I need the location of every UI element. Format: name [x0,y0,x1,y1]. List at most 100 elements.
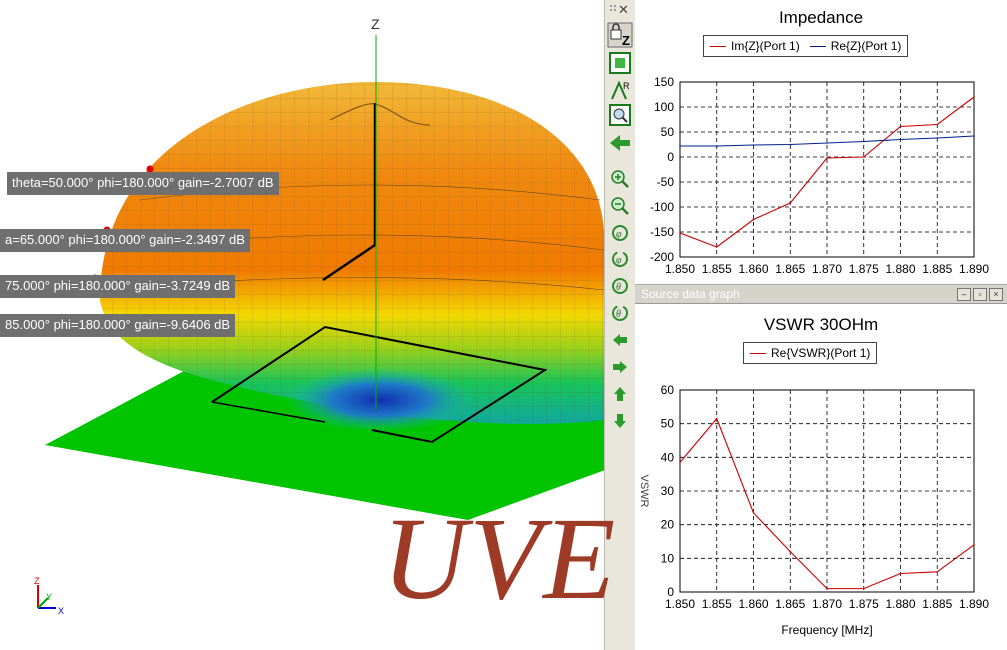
vswr-title: VSWR 30OHm [763,315,879,334]
x-tick-label: 1.850 [665,597,695,611]
probe-label: 75.000° phi=180.000° gain=-3.7249 dB [0,275,236,298]
data-point [973,96,975,98]
y-tick-label: -200 [650,250,674,264]
y-axis-label: VSWR [638,475,650,508]
y-tick-label: 60 [661,383,675,397]
x-tick-label: 1.865 [775,262,805,276]
y-tick-label: 30 [661,484,675,498]
rotate-phi-ccw-icon[interactable]: φ [607,246,633,272]
pan-down-icon[interactable] [607,408,633,434]
close-window-icon[interactable]: × [989,288,1003,301]
x-tick-label: 1.880 [885,597,915,611]
y-tick-label: 0 [667,585,674,599]
rotate-phi-cw-icon[interactable]: φ [607,220,633,246]
x-tick-label: 1.875 [849,597,879,611]
y-tick-label: 150 [654,75,674,89]
x-tick-label: 1.870 [812,262,842,276]
vswr-legend: Re{VSWR}(Port 1) [743,342,878,364]
data-point [715,246,718,248]
back-arrow-icon[interactable] [607,130,633,156]
x-tick-label: 1.885 [922,262,952,276]
y-tick-label: 50 [661,417,675,431]
zoom-in-icon[interactable] [607,166,633,192]
data-point [973,135,975,137]
x-tick-label: 1.875 [849,262,879,276]
pattern-null [285,368,475,432]
grip-handle-icon[interactable] [609,4,623,14]
data-point [679,461,681,464]
z-axis-label: Z [371,16,380,32]
zoom-out-icon[interactable] [607,193,633,219]
rotate-theta-cw-icon[interactable]: θ [607,273,633,299]
y-tick-label: 40 [661,450,675,464]
y-tick-label: 10 [661,551,675,565]
rotate-theta-ccw-icon[interactable]: θ [607,300,633,326]
y-tick-label: -100 [650,200,674,214]
x-tick-label: 1.850 [665,262,695,276]
data-point [899,572,902,575]
pan-left-icon[interactable] [607,327,633,353]
x-tick-label: 1.855 [702,262,732,276]
data-point [973,544,975,546]
subwindow-titlebar[interactable]: Source data graph – ▫ × [635,284,1007,304]
x-tick-label: 1.865 [775,597,805,611]
radiation-pattern-render[interactable]: Z Z Y X [0,0,604,650]
probe-marker [146,165,154,173]
impedance-title: Impedance [778,8,864,27]
data-point [826,142,828,144]
zoom-window-icon[interactable] [607,102,633,128]
svg-text:R: R [623,81,630,91]
y-tick-label: 50 [661,125,675,139]
probe-label: a=65.000° phi=180.000° gain=-2.3497 dB [0,229,250,252]
data-point [936,571,939,573]
y-tick-label: 100 [654,100,674,114]
lock-z-icon[interactable]: Z [607,22,633,48]
data-point [936,137,939,139]
legend-im-z: Im{Z}(Port 1) [731,39,800,53]
data-point [862,587,865,590]
data-point [862,140,865,143]
data-point [826,587,828,590]
close-icon[interactable]: ✕ [618,2,629,17]
data-point [752,512,755,514]
vswr-chart[interactable]: 1.850 1.855 1.860 1.865 1.870 1.875 1.880 1.885… [635,378,1007,646]
svg-text:φ: φ [616,229,622,240]
data-point [899,138,902,141]
svg-text:Z: Z [622,33,630,48]
data-point [936,123,939,126]
x-tick-label: 1.855 [702,597,732,611]
data-point [752,218,755,221]
x-tick-label: 1.870 [812,597,842,611]
data-point [715,145,718,147]
svg-text:θ: θ [616,309,621,320]
x-tick-label: 1.860 [738,597,768,611]
y-tick-label: 20 [661,518,675,532]
3d-view[interactable]: Z Z Y X theta=50.000° phi=180.000° gain=… [0,0,604,650]
data-point [789,202,792,204]
probe-label: theta=50.000° phi=180.000° gain=-2.7007 … [7,172,279,195]
graphs-area: Impedance Im{Z}(Port 1) Re{Z}(Port 1) 1.… [635,0,1007,650]
mini-axis-x: X [58,606,64,616]
impedance-legend: Im{Z}(Port 1) Re{Z}(Port 1) [703,35,909,57]
data-point [679,232,681,234]
minimize-icon[interactable]: – [957,288,971,301]
data-point [789,550,792,553]
restore-icon[interactable]: ▫ [973,288,987,301]
data-point [789,143,792,146]
watermark-text: UVE [382,493,618,624]
mini-axis-z: Z [34,576,40,586]
legend-re-z: Re{Z}(Port 1) [830,39,902,53]
pan-right-icon[interactable] [607,354,633,380]
impedance-chart[interactable]: 1.850 1.855 1.860 1.865 1.870 1.875 1.880 1.885… [635,70,1007,284]
subwindow-title: Source data graph [641,287,740,301]
data-point [862,156,865,158]
axis-r-icon[interactable]: R [607,76,633,102]
x-tick-label: 1.890 [959,262,989,276]
fit-view-icon[interactable] [607,50,633,76]
mini-axis-y: Y [46,592,52,602]
data-point [826,157,828,159]
svg-text:φ: φ [616,255,622,266]
data-point [752,144,755,146]
pan-up-icon[interactable] [607,381,633,407]
data-point [899,125,902,128]
